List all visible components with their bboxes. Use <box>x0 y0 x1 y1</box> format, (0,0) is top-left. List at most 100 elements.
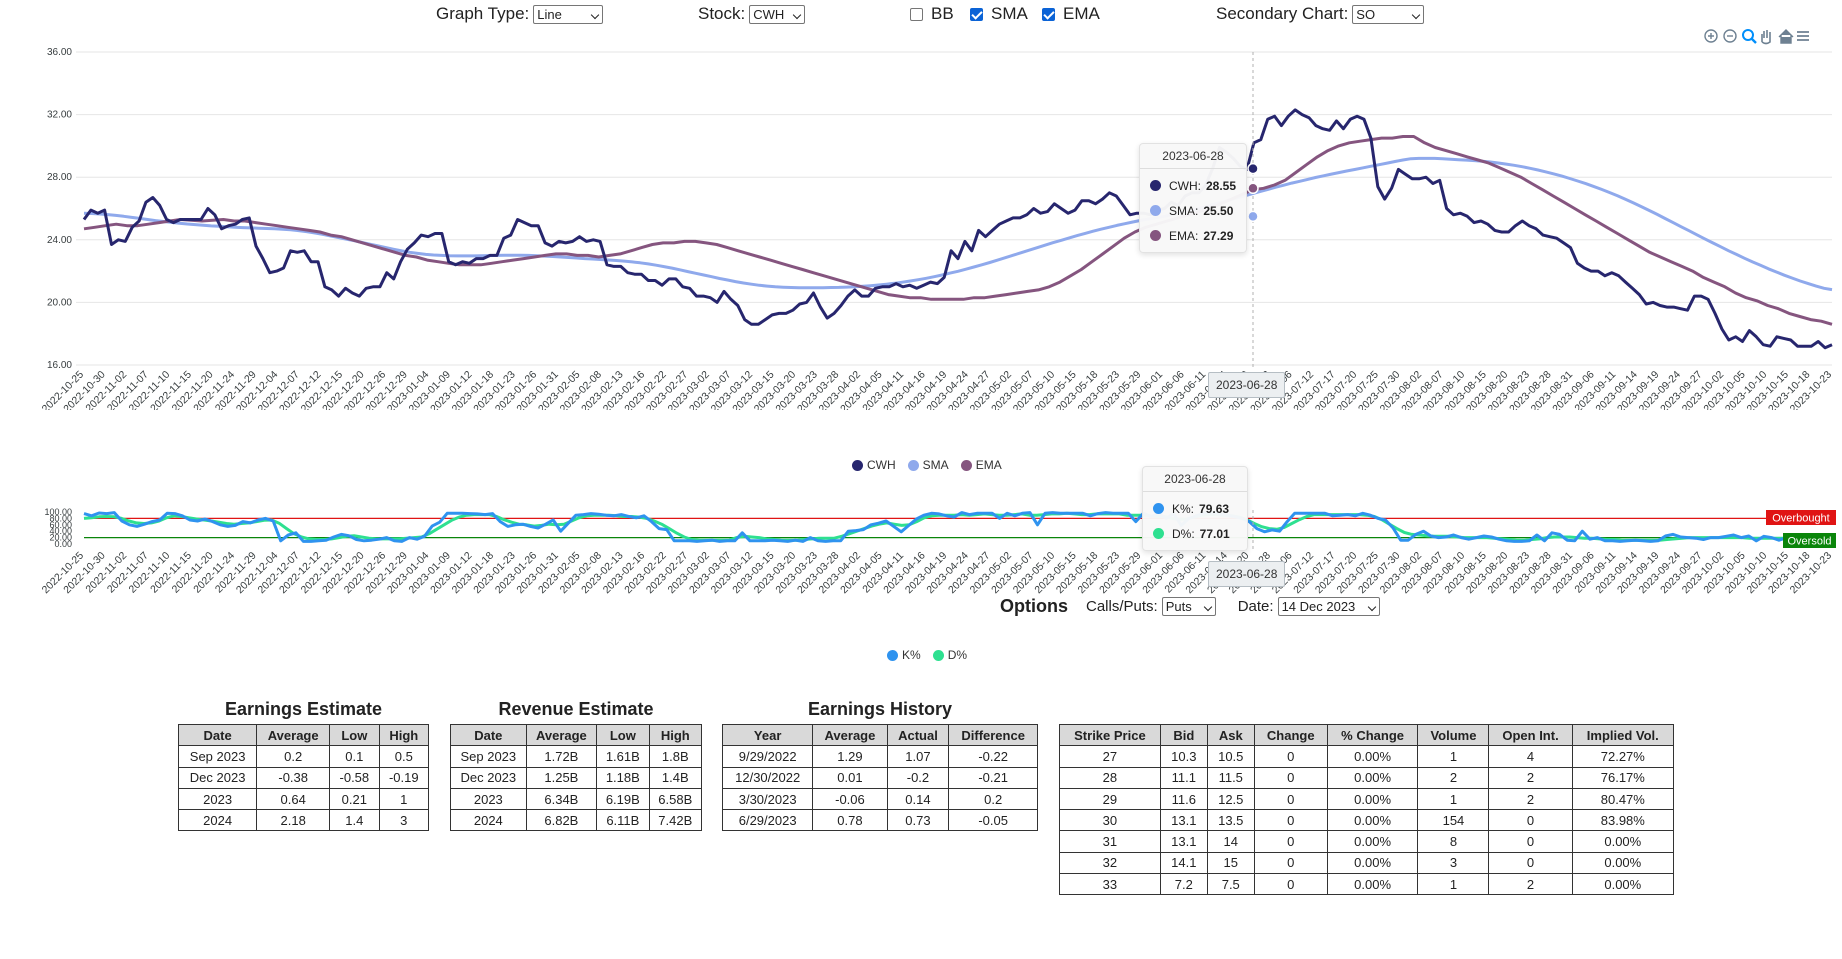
column-header: Change <box>1253 723 1328 747</box>
secondary-chart-control: Secondary Chart: SO <box>1216 4 1425 24</box>
revenue-estimate-section: Revenue Estimate Date Average Low High Sep 2… <box>450 696 703 832</box>
table-cell: 0 <box>1253 745 1328 768</box>
zoom-select-icon[interactable] <box>1742 29 1757 44</box>
table-cell: 0.00% <box>1571 830 1675 853</box>
table-cell: 1.4B <box>648 766 703 789</box>
legend-item-cwh[interactable]: CWH <box>852 458 896 472</box>
calls-puts-select[interactable]: Puts <box>1161 597 1216 616</box>
so-legend: K% D% <box>887 648 967 662</box>
overbought-label: Overbought <box>1772 513 1829 525</box>
legend-marker <box>907 459 919 471</box>
table-cell: 0.2 <box>256 745 331 768</box>
ema-line <box>83 135 1833 326</box>
table-cell: 0 <box>1488 809 1573 832</box>
table-cell: 1.4 <box>329 809 380 832</box>
table-cell: 3/30/2023 <box>721 787 814 811</box>
table-cell: 0 <box>1253 787 1328 811</box>
table-cell: 0.00% <box>1571 851 1675 875</box>
sma-toggle[interactable]: SMA <box>970 4 1028 24</box>
oversold-badge: Oversold <box>1783 533 1836 548</box>
table-cell: 7.42B <box>648 809 703 832</box>
table-cell: 0.00% <box>1326 830 1419 853</box>
price-tooltip-name: EMA: <box>1169 228 1199 243</box>
legend-label: CWH <box>867 458 896 472</box>
table-cell: 10.5 <box>1206 745 1255 768</box>
table-row: 3/30/2023 -0.06 0.14 0.2 <box>721 787 1038 811</box>
stock-label: Stock: <box>698 4 746 23</box>
legend-item-k[interactable]: K% <box>887 648 921 662</box>
menu-icon[interactable] <box>1797 31 1809 41</box>
bb-toggle[interactable]: BB <box>910 4 954 24</box>
table-cell: 1.25B <box>525 766 598 789</box>
table-cell: 0 <box>1253 766 1328 789</box>
ema-toggle[interactable]: EMA <box>1042 4 1100 24</box>
price-tooltip-row-ema: EMA: 27.29 <box>1140 223 1246 248</box>
earnings-history-title: Earnings History <box>807 699 953 719</box>
table-row: 12/30/2022 0.01 -0.2 -0.21 <box>721 766 1038 789</box>
table-header-row: Date Average Low High <box>177 723 430 747</box>
price-series <box>82 108 1833 350</box>
table-cell: 1.18B <box>596 766 650 789</box>
zoom-in-icon[interactable] <box>1704 29 1718 43</box>
price-chart[interactable]: 36.00 32.00 28.00 24.00 20.00 16.00 2022-10-2… <box>0 30 1842 410</box>
table-header-row: Date Average Low High <box>450 723 703 747</box>
column-header: Low <box>329 723 380 747</box>
secondary-chart-select[interactable]: SO <box>1352 4 1425 24</box>
options-date-select[interactable]: 14 Dec 2023 <box>1277 597 1380 616</box>
table-cell: 10.3 <box>1159 745 1208 768</box>
table-cell: 12.5 <box>1206 787 1255 811</box>
price-y-axis: 36.00 32.00 28.00 24.00 20.00 16.00 <box>47 47 72 371</box>
ema-dot <box>1150 230 1161 241</box>
column-header: Volume <box>1417 723 1490 747</box>
sma-checkbox[interactable] <box>970 7 983 21</box>
so-crosshair-x-label: 2023-06-28 <box>1208 561 1286 587</box>
price-crosshair-x-label: 2023-06-28 <box>1208 372 1286 398</box>
cwh-line <box>82 108 1833 350</box>
k-dot <box>1153 503 1164 514</box>
so-y-tick: 60.00 <box>49 520 72 530</box>
column-header: Difference <box>948 723 1038 747</box>
legend-item-ema[interactable]: EMA <box>960 458 1002 472</box>
price-y-tick: 16.00 <box>47 360 72 371</box>
table-row: 30 13.1 13.5 0 0.00% 154 0 83.98% <box>1059 809 1675 832</box>
price-tooltip-value: 28.55 <box>1205 178 1236 193</box>
overbought-badge: Overbought <box>1766 510 1836 525</box>
table-cell: 0.00% <box>1571 873 1675 896</box>
stock-select[interactable]: CWH <box>749 4 806 24</box>
pan-hand-icon[interactable] <box>1761 30 1771 45</box>
ema-checkbox[interactable] <box>1042 7 1055 21</box>
home-reset-icon[interactable] <box>1778 29 1794 44</box>
table-cell: 3 <box>1417 851 1490 875</box>
table-cell: 0.00% <box>1326 851 1419 875</box>
table-cell: -0.38 <box>256 766 331 789</box>
sma-dot <box>1150 205 1161 216</box>
table-row: Dec 2023 1.25B 1.18B 1.4B <box>450 766 703 789</box>
table-row: 2023 6.34B 6.19B 6.58B <box>450 787 703 811</box>
legend-item-sma[interactable]: SMA <box>907 458 949 472</box>
table-cell: 1.07 <box>886 745 950 768</box>
table-cell: 3 <box>378 809 430 832</box>
table-row: 28 11.1 11.5 0 0.00% 2 2 76.17% <box>1059 766 1675 789</box>
table-cell: 0.00% <box>1326 809 1419 832</box>
graph-type-select[interactable]: Line <box>533 4 604 24</box>
table-cell: 1.61B <box>596 745 650 768</box>
table-cell: 72.27% <box>1571 745 1675 768</box>
price-tooltip: 2023-06-28 CWH: 28.55 SMA: 25.50 EMA: 27… <box>1139 143 1247 253</box>
legend-item-d[interactable]: D% <box>932 648 967 662</box>
table-cell: 0 <box>1253 873 1328 896</box>
table-row: 32 14.1 15 0 0.00% 3 0 0.00% <box>1059 851 1675 875</box>
zoom-out-icon[interactable] <box>1723 29 1737 43</box>
column-header: Average <box>525 723 598 747</box>
revenue-estimate-table: Date Average Low High Sep 2023 1.72B 1.61B 1.8B… <box>450 723 703 832</box>
so-x-axis: 2022-10-252022-10-302022-11-022022-11-07… <box>40 550 1835 597</box>
column-header: High <box>648 723 703 747</box>
table-cell: 0.00% <box>1326 766 1419 789</box>
bb-checkbox[interactable] <box>910 7 923 21</box>
table-cell: 1 <box>1417 745 1490 768</box>
price-tooltip-row-sma: SMA: 25.50 <box>1140 198 1246 223</box>
options-header: Options Calls/Puts: Puts Date: 14 Dec 20… <box>1000 596 1380 617</box>
cwh-dot <box>1150 180 1161 191</box>
legend-label: EMA <box>975 458 1002 472</box>
sma-label: SMA <box>991 4 1028 23</box>
